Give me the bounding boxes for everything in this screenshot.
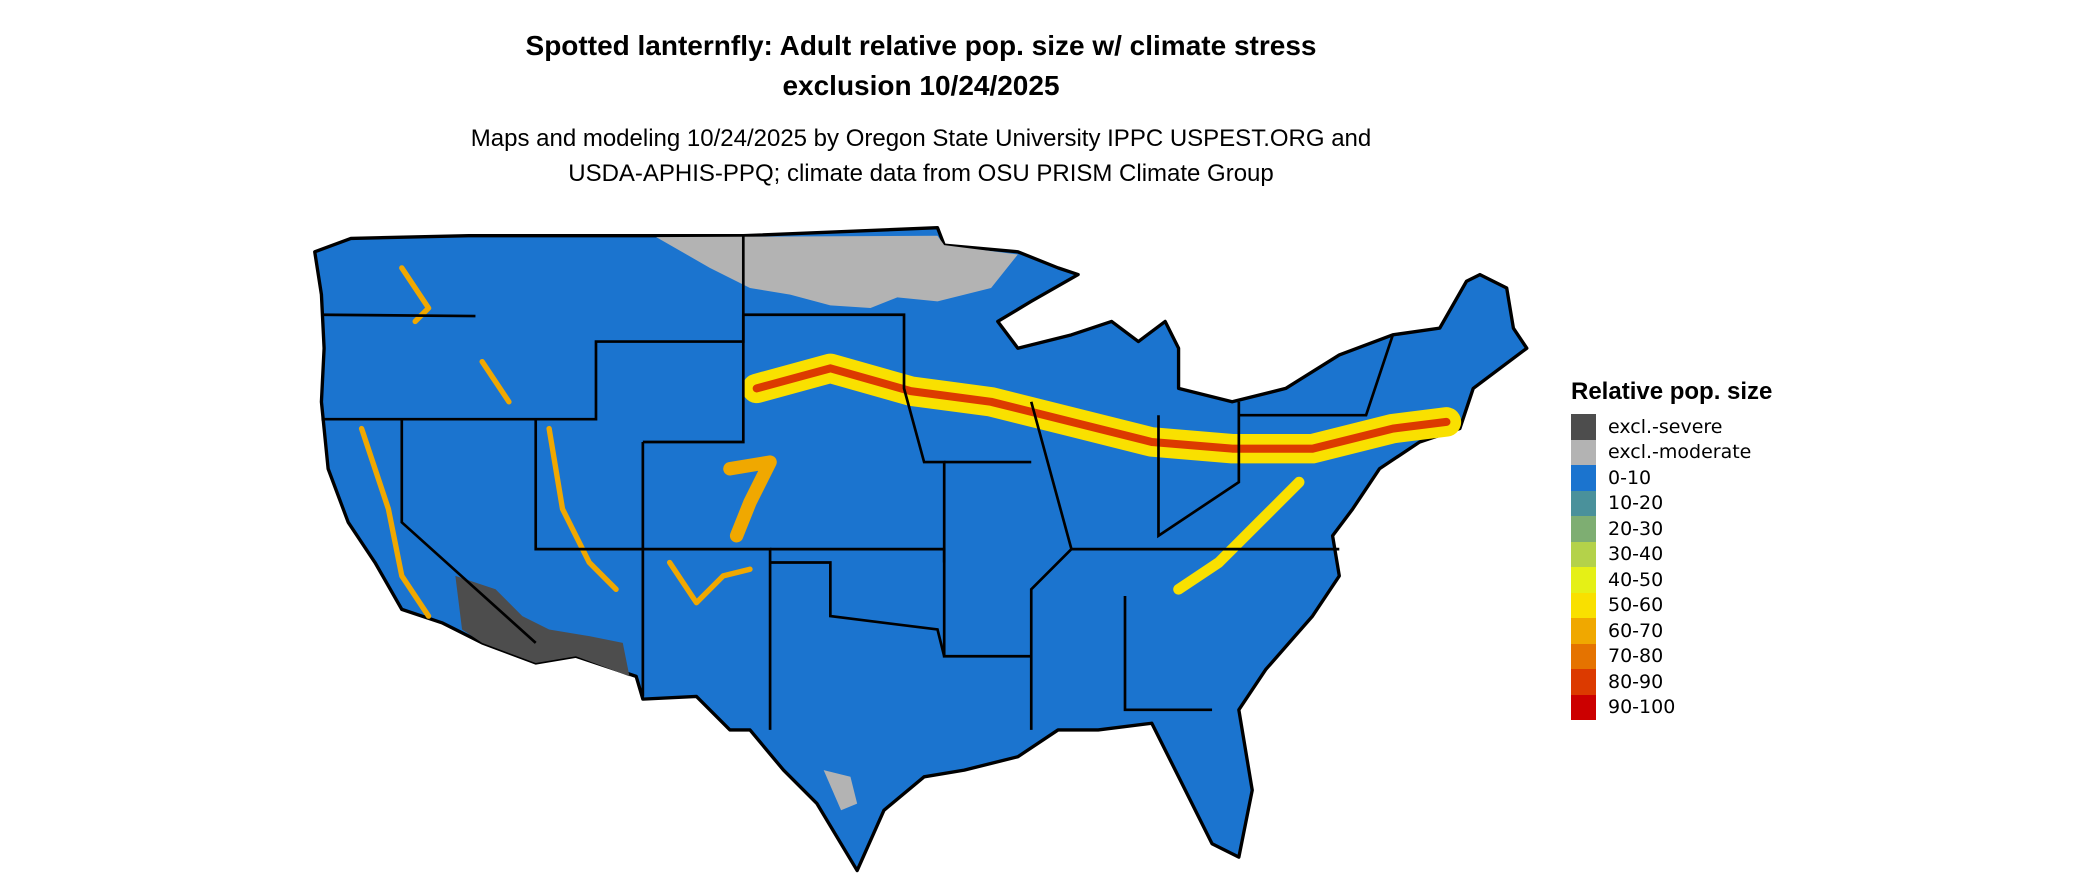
legend-swatch bbox=[1571, 490, 1596, 516]
legend-swatch bbox=[1571, 567, 1596, 593]
legend-label: excl.-moderate bbox=[1608, 441, 1752, 464]
map-subtitle-line1: Maps and modeling 10/24/2025 by Oregon S… bbox=[470, 125, 1372, 152]
map-title-line2: exclusion 10/24/2025 bbox=[782, 70, 1060, 101]
legend-label: 40-50 bbox=[1608, 568, 1664, 591]
legend-swatch bbox=[1571, 414, 1596, 440]
legend-label: 70-80 bbox=[1608, 645, 1664, 668]
border bbox=[321, 313, 476, 318]
legend-swatch bbox=[1571, 694, 1596, 720]
border bbox=[1029, 401, 1073, 730]
legend-label: 10-20 bbox=[1608, 492, 1664, 515]
legend-item: 30-40 bbox=[1571, 541, 1772, 567]
legend-item: 40-50 bbox=[1571, 567, 1772, 593]
legend-swatch bbox=[1571, 541, 1596, 567]
legend-label: 0-10 bbox=[1608, 466, 1652, 489]
legend-label: 50-60 bbox=[1608, 594, 1664, 617]
excl-moderate-northern-plains bbox=[656, 235, 1018, 309]
legend-label: 90-100 bbox=[1608, 696, 1676, 719]
legend-item: 90-100 bbox=[1571, 694, 1772, 720]
border bbox=[642, 235, 745, 444]
legend-item: 80-90 bbox=[1571, 669, 1772, 695]
legend-swatch bbox=[1571, 439, 1596, 465]
band-west-3 bbox=[358, 425, 432, 619]
legend-item: 50-60 bbox=[1571, 592, 1772, 618]
legend-title: Relative pop. size bbox=[1571, 378, 1773, 405]
legend-item: excl.-severe bbox=[1571, 414, 1772, 440]
band-appalachian bbox=[1173, 476, 1305, 595]
map-subtitle-line2: USDA-APHIS-PPQ; climate data from OSU PR… bbox=[568, 160, 1274, 187]
legend-item: 20-30 bbox=[1571, 516, 1772, 542]
legend-item: 70-80 bbox=[1571, 643, 1772, 669]
legend-label: 20-30 bbox=[1608, 517, 1664, 540]
excl-severe-arizona bbox=[455, 575, 630, 677]
suitability-bands bbox=[358, 265, 1462, 619]
excl-moderate-south-texas bbox=[823, 770, 858, 811]
border bbox=[770, 547, 1032, 658]
legend-swatch bbox=[1571, 592, 1596, 618]
band-west-1 bbox=[399, 265, 432, 325]
legend-item: 0-10 bbox=[1571, 465, 1772, 491]
legend: Relative pop. size excl.-severe excl.-mod… bbox=[1571, 378, 1772, 720]
border bbox=[770, 561, 946, 657]
legend-item: 60-70 bbox=[1571, 618, 1772, 644]
legend-swatch bbox=[1571, 669, 1596, 695]
map-title-line1: Spotted lanternfly: Adult relative pop. … bbox=[525, 30, 1317, 61]
border bbox=[400, 419, 537, 644]
legend-item: excl.-moderate bbox=[1571, 439, 1772, 465]
border bbox=[1238, 334, 1395, 417]
legend-swatch bbox=[1571, 643, 1596, 669]
border bbox=[743, 313, 946, 563]
legend-swatch bbox=[1571, 618, 1596, 644]
state-borders bbox=[321, 235, 1395, 730]
border bbox=[641, 441, 772, 730]
border bbox=[1123, 595, 1213, 712]
legend-swatch bbox=[1571, 465, 1596, 491]
legend-label: 80-90 bbox=[1608, 670, 1664, 693]
border bbox=[1157, 401, 1241, 539]
band-west-5 bbox=[666, 559, 753, 606]
legend-item: 10-20 bbox=[1571, 490, 1772, 516]
legend-swatch bbox=[1571, 516, 1596, 542]
band-west-4 bbox=[546, 425, 619, 592]
band-colorado bbox=[723, 455, 777, 543]
border bbox=[534, 419, 645, 697]
band-central-core bbox=[752, 364, 1451, 453]
legend-label: 30-40 bbox=[1608, 543, 1664, 566]
legend-label: 60-70 bbox=[1608, 619, 1664, 642]
band-west-2 bbox=[479, 358, 512, 405]
legend-label: excl.-severe bbox=[1608, 415, 1723, 438]
